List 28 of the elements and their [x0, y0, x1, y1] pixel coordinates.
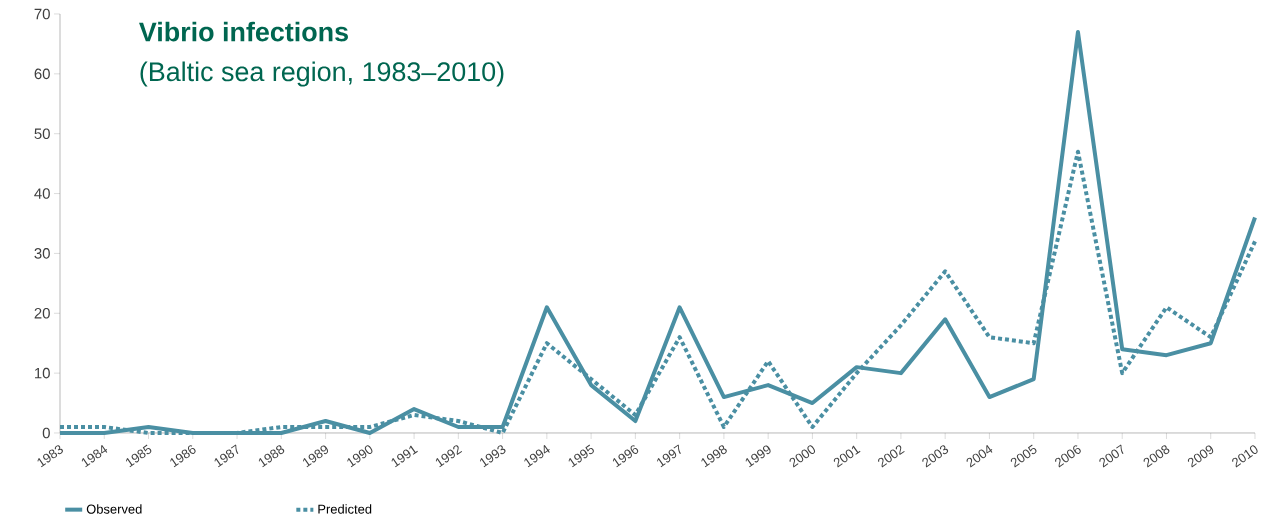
x-tick-label: 2001 [833, 445, 861, 468]
x-tick-label: 1993 [480, 445, 506, 468]
x-tick-label: 1991 [391, 445, 418, 468]
y-tick-label: 10 [35, 367, 50, 379]
y-tick-label: 20 [34, 307, 50, 319]
x-tick-label: 1986 [170, 445, 196, 468]
x-tick-label: 1983 [37, 445, 63, 468]
x-tick-label: 1998 [701, 445, 727, 468]
chart-title: Vibrio infections [139, 21, 348, 42]
y-tick-label: 30 [34, 248, 50, 259]
x-tick-label: 1990 [347, 445, 373, 468]
y-tick-label: 0 [42, 427, 50, 439]
y-tick-label: 70 [34, 8, 50, 20]
legend-label: Predicted [318, 504, 372, 514]
x-tick-label: 1989 [303, 445, 329, 468]
y-tick-label: 50 [34, 128, 50, 139]
x-tick-label: 2009 [1187, 445, 1214, 468]
x-tick-label: 1994 [524, 444, 550, 468]
x-tick-label: 1988 [258, 445, 285, 468]
x-tick-label: 1996 [612, 445, 639, 468]
x-tick-label: 1992 [435, 445, 463, 468]
x-tick-label: 2005 [1010, 444, 1037, 468]
y-tick-label: 60 [34, 68, 50, 80]
x-tick-label: 1984 [81, 444, 108, 468]
y-tick-label: 40 [34, 188, 50, 199]
text: (Baltic sea region, 1983–2010) [140, 61, 504, 87]
legend-label: Observed [86, 504, 142, 514]
x-tick-label: 1999 [745, 445, 771, 468]
